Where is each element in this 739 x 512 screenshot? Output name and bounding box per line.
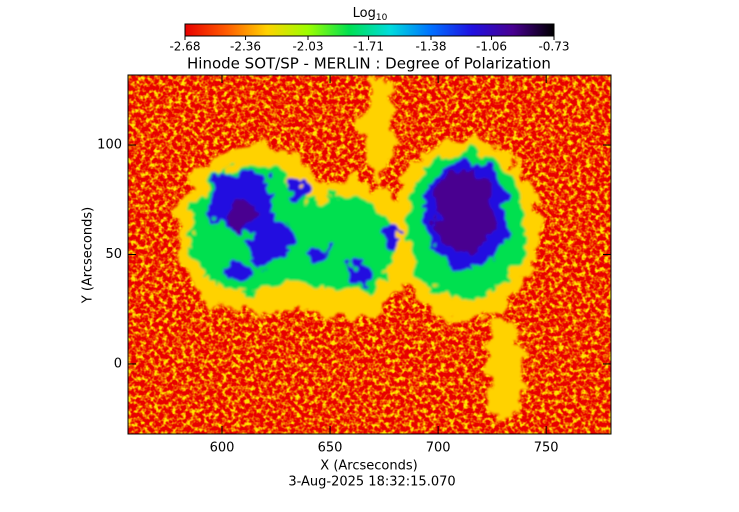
x-tick-label: 600: [210, 441, 235, 456]
colorbar-tick-label: -1.06: [476, 40, 507, 54]
colorbar-tick-label: -0.73: [538, 40, 569, 54]
x-tick-label: 650: [318, 441, 343, 456]
polarization-regions: [175, 80, 540, 420]
y-tick-label: 0: [114, 356, 122, 371]
colorbar-tick-label: -1.71: [353, 40, 384, 54]
y-tick-label: 50: [105, 247, 122, 262]
colorbar-tick-label: -2.03: [292, 40, 323, 54]
colorbar-label: Log10: [353, 6, 388, 23]
x-tick-label: 750: [534, 441, 559, 456]
colorbar-tick-label: -1.38: [415, 40, 446, 54]
colorbar-tick-label: -2.68: [169, 40, 200, 54]
footer: 3-Aug-2025 18:32:15.070: [288, 475, 455, 490]
chart-title: Hinode SOT/SP - MERLIN : Degree of Polar…: [187, 55, 551, 73]
image: [128, 75, 611, 434]
x-tick-label: 700: [426, 441, 451, 456]
y-axis-label: Y (Arcseconds): [81, 207, 96, 304]
x-axis-label: X (Arcseconds): [320, 459, 417, 474]
colorbar: [184, 23, 555, 37]
colorbar-tick-label: -2.36: [230, 40, 261, 54]
y-tick-label: 100: [97, 138, 122, 153]
